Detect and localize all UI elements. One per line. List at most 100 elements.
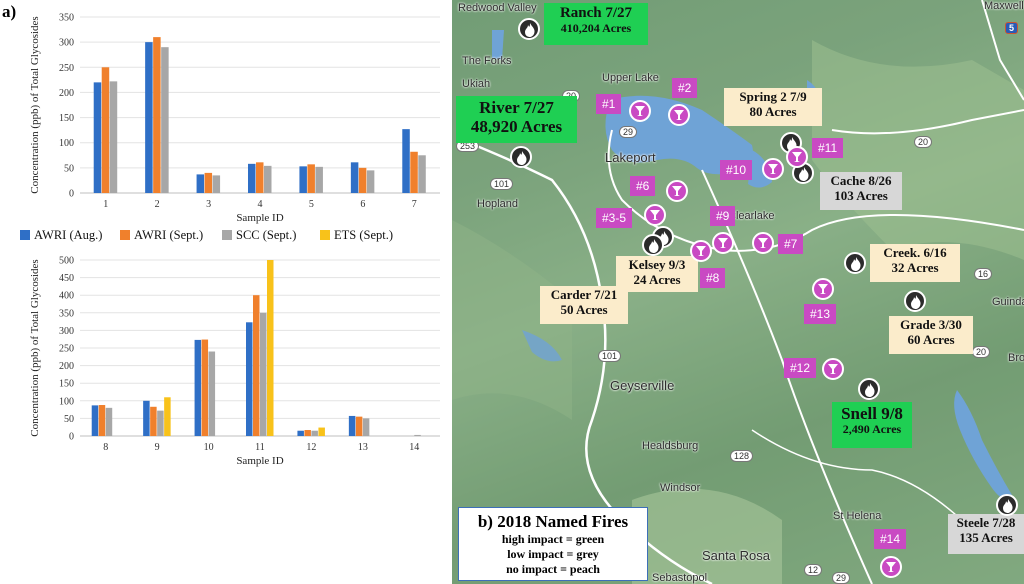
bar — [164, 397, 171, 436]
wine-glass-icon[interactable] — [644, 204, 666, 226]
y-tick-label: 400 — [59, 291, 74, 302]
bar — [267, 260, 274, 436]
wine-glass-icon[interactable] — [752, 232, 774, 254]
y-tick-label: 200 — [59, 361, 74, 372]
fire-label-grade: Grade 3/30 60 Acres — [889, 316, 973, 354]
wine-glass-icon[interactable] — [666, 180, 688, 202]
fire-icon[interactable] — [642, 234, 664, 256]
bar — [311, 430, 318, 436]
wine-glass-icon[interactable] — [690, 240, 712, 262]
panel-label: a) — [2, 2, 17, 21]
wine-glass-icon[interactable] — [762, 158, 784, 180]
x-tick-label: 4 — [258, 199, 263, 210]
y-tick-label: 0 — [69, 189, 74, 200]
wine-glass-icon[interactable] — [880, 556, 902, 578]
route-shield-29b: 29 — [832, 572, 851, 584]
site-label-14[interactable]: #14 — [874, 529, 907, 549]
site-label-6[interactable]: #6 — [630, 176, 656, 196]
x-tick-label: 11 — [255, 442, 265, 453]
route-shield-12: 12 — [804, 564, 823, 576]
place-upper-lake: Upper Lake — [602, 72, 659, 84]
y-tick-label: 250 — [59, 344, 74, 355]
site-label-11[interactable]: #11 — [812, 138, 844, 158]
fire-label-ranch: Ranch 7/27 410,204 Acres — [544, 3, 648, 45]
x-tick-label: 14 — [409, 442, 419, 453]
fire-map[interactable]: Redwood Valley The Forks Ukiah Upper Lak… — [452, 0, 1024, 584]
route-shield-128: 128 — [730, 450, 754, 462]
map-background — [452, 0, 1024, 584]
y-axis-label: Concentration (ppb) of Total Glycosides — [29, 259, 41, 436]
bar — [358, 167, 367, 193]
wine-glass-icon[interactable] — [786, 146, 808, 168]
legend-swatch — [120, 230, 130, 240]
fire-label-spring: Spring 2 7/9 80 Acres — [724, 88, 822, 126]
bar — [362, 418, 370, 436]
fire-icon[interactable] — [518, 18, 540, 40]
fire-icon[interactable] — [904, 290, 926, 312]
fire-label-steele: Steele 7/28 135 Acres — [948, 514, 1024, 554]
wine-glass-icon[interactable] — [822, 358, 844, 380]
bar — [212, 175, 221, 193]
y-axis-label: Concentration (ppb) of Total Glycosides — [29, 16, 41, 193]
route-shield-101b: 101 — [598, 350, 622, 362]
fire-icon[interactable] — [844, 252, 866, 274]
bar — [402, 129, 410, 193]
bar — [304, 430, 311, 436]
y-tick-label: 300 — [59, 326, 74, 337]
fire-label-cache: Cache 8/26 103 Acres — [820, 172, 902, 210]
map-legend-line-high: high impact = green — [501, 532, 605, 546]
bar — [101, 67, 110, 193]
site-label-7[interactable]: #7 — [778, 234, 804, 254]
bar — [105, 407, 113, 436]
fire-icon[interactable] — [510, 146, 532, 168]
y-tick-label: 250 — [59, 63, 74, 74]
place-clearlake: Clearlake — [728, 210, 775, 222]
map-legend-line-low: low impact = grey — [507, 547, 599, 561]
route-shield-101: 101 — [490, 178, 514, 190]
bar — [348, 415, 356, 436]
x-tick-label: 12 — [306, 442, 316, 453]
map-legend-title: b) 2018 Named Fires — [477, 512, 629, 531]
map-legend-line-none: no impact = peach — [506, 562, 600, 576]
map-legend-box: b) 2018 Named Fires high impact = green … — [458, 507, 648, 581]
x-tick-label: 5 — [309, 199, 314, 210]
site-label-13[interactable]: #13 — [804, 304, 837, 324]
wine-glass-icon[interactable] — [629, 100, 651, 122]
bar — [307, 164, 315, 193]
legend-label: AWRI (Sept.) — [134, 228, 203, 242]
y-tick-label: 150 — [59, 113, 74, 124]
site-label-1[interactable]: #1 — [596, 94, 622, 114]
bar — [196, 174, 205, 193]
y-tick-label: 300 — [59, 38, 74, 49]
site-label-8[interactable]: #8 — [700, 268, 726, 288]
y-tick-label: 350 — [59, 308, 74, 319]
legend-swatch — [320, 230, 330, 240]
fire-icon[interactable] — [858, 378, 880, 400]
y-tick-label: 100 — [59, 138, 74, 149]
route-shield-16: 16 — [974, 268, 993, 280]
bar — [145, 42, 153, 194]
site-label-12[interactable]: #12 — [784, 358, 817, 378]
legend-swatch — [222, 230, 232, 240]
y-tick-label: 50 — [64, 414, 74, 425]
fire-icon[interactable] — [996, 494, 1018, 516]
y-tick-label: 100 — [59, 396, 74, 407]
place-windsor: Windsor — [660, 482, 701, 494]
site-label-9[interactable]: #9 — [710, 206, 736, 226]
place-hopland: Hopland — [477, 198, 518, 210]
chart-panel: a) 0 50 100 150 200 250 300 350 Concentration (p… — [0, 0, 452, 584]
x-tick-label: 6 — [360, 199, 365, 210]
route-shield-5: 5 — [1005, 22, 1019, 34]
bar — [98, 405, 106, 436]
wine-glass-icon[interactable] — [812, 278, 834, 300]
bar — [150, 406, 157, 436]
site-label-3-5[interactable]: #3-5 — [596, 208, 633, 228]
site-label-2[interactable]: #2 — [672, 78, 698, 98]
y-tick-label: 450 — [59, 273, 74, 284]
place-lakeport: Lakeport — [605, 150, 656, 165]
wine-glass-icon[interactable] — [712, 232, 734, 254]
wine-glass-icon[interactable] — [668, 104, 690, 126]
legend-swatch — [20, 230, 30, 240]
site-label-10[interactable]: #10 — [720, 160, 753, 180]
place-redwood-valley: Redwood Valley — [458, 2, 537, 14]
